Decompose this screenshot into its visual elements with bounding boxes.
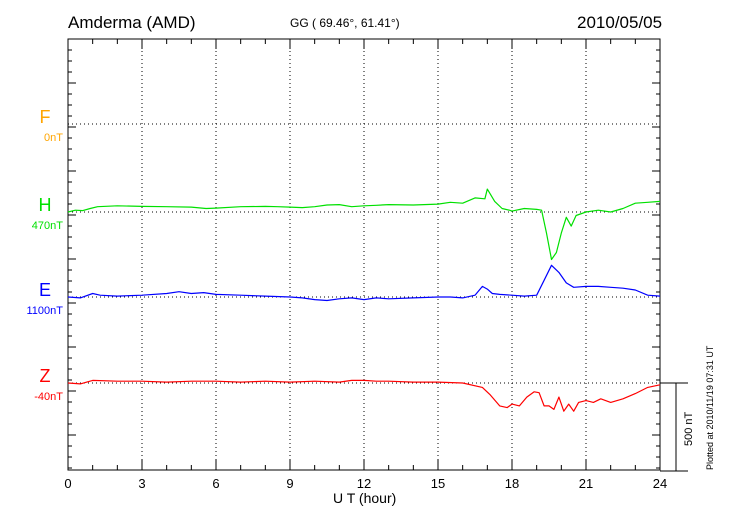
x-tick-label: 9 [286,476,293,491]
series-baseline-h: 470nT [32,220,63,232]
series-name-z: Z [40,366,51,386]
x-tick-label: 15 [431,476,445,491]
x-tick-label: 18 [505,476,519,491]
series-baseline-f: 0nT [44,132,63,144]
x-tick-label: 21 [579,476,593,491]
series-name-h: H [39,195,52,215]
series-name-e: E [39,280,51,300]
station-title: Amderma (AMD) [68,13,196,32]
series-baseline-z: -40nT [34,391,63,403]
scale-bar-label: 500 nT [683,411,695,446]
x-tick-label: 24 [653,476,667,491]
date-label: 2010/05/05 [577,13,663,32]
geo-coordinates: GG ( 69.46°, 61.41°) [290,16,400,30]
series-baseline-e: 1100nT [27,305,64,317]
x-tick-label: 12 [357,476,371,491]
series-line-e [67,264,661,302]
series-line-h [67,188,661,261]
x-tick-label: 6 [212,476,219,491]
series-name-f: F [40,107,51,127]
x-tick-label: 0 [64,476,71,491]
series-line-z [67,379,661,412]
x-tick-label: 3 [138,476,145,491]
x-axis-label: U T (hour) [333,490,397,506]
